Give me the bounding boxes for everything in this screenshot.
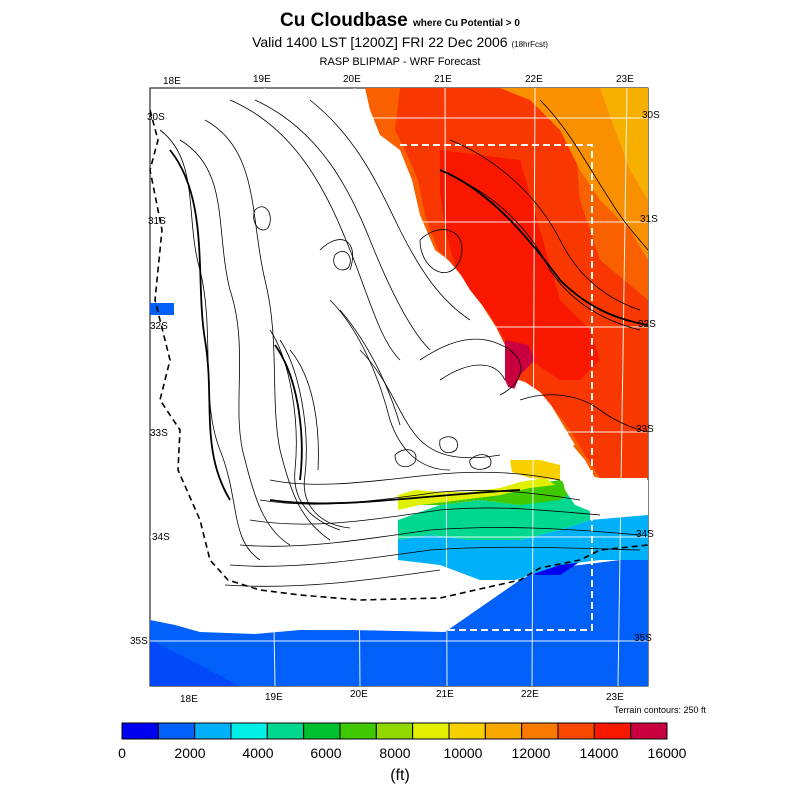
lat-label-right: 35S: [634, 633, 652, 644]
lat-label-right: 31S: [640, 214, 658, 225]
colorbar-ticks: 0 2000 4000 6000 8000 10000 12000 14000 …: [118, 745, 687, 761]
colorbar-swatch: [484, 722, 523, 740]
colorbar-units: (ft): [390, 767, 410, 784]
colorbar-swatch: [630, 722, 668, 740]
colorbar-tick-label: 2000: [174, 745, 205, 761]
map-source: RASP BLIPMAP - WRF Forecast: [319, 56, 481, 68]
lon-label-bottom: 21E: [436, 689, 454, 700]
lon-label-bottom: 20E: [350, 689, 368, 700]
lat-label-left: 34S: [152, 532, 170, 543]
map-title: Cu Cloudbase where Cu Potential > 0: [280, 10, 520, 31]
terrain-contour-note: Terrain contours: 250 ft: [613, 705, 706, 715]
colorbar-tick-label: 10000: [444, 745, 483, 761]
lon-label-top: 23E: [616, 74, 634, 85]
colorbar-swatch: [593, 722, 632, 740]
lon-label-bottom: 22E: [521, 689, 539, 700]
colorbar-swatch: [375, 722, 414, 740]
lat-labels-left: 30S 31S 32S 33S 34S 35S: [130, 112, 170, 647]
colorbar-tick-label: 12000: [512, 745, 551, 761]
map-title-suffix: where Cu Potential > 0: [413, 18, 520, 29]
colorbar-swatch: [521, 722, 559, 740]
lon-labels-bottom: 18E 19E 20E 21E 22E 23E: [180, 689, 624, 705]
lat-label-right: 34S: [636, 529, 654, 540]
colorbar-swatch: [557, 722, 595, 740]
colorbar-tick-label: 16000: [648, 745, 687, 761]
lon-label-bottom: 19E: [265, 692, 283, 703]
lat-label-left: 30S: [147, 112, 165, 123]
lon-labels-top: 18E 19E 20E 21E 22E 23E: [163, 74, 634, 87]
lon-label-top: 19E: [253, 74, 271, 85]
lat-labels-right: 30S 31S 32S 33S 34S 35S: [634, 110, 660, 644]
colorbar-swatch: [121, 722, 159, 740]
colorbar-tick-label: 6000: [310, 745, 341, 761]
lat-label-left: 32S: [150, 321, 168, 332]
colorbar-swatch: [339, 722, 377, 740]
colorbar-tick-label: 4000: [242, 745, 273, 761]
lon-label-bottom: 23E: [606, 692, 624, 703]
colorbar-swatch: [266, 722, 305, 740]
colorbar-swatch: [448, 722, 486, 740]
lat-label-right: 32S: [638, 319, 656, 330]
lon-label-top: 21E: [434, 74, 452, 85]
lat-label-left: 33S: [150, 428, 168, 439]
lat-label-right: 30S: [642, 110, 660, 121]
lat-label-right: 33S: [636, 424, 654, 435]
colorbar: [121, 722, 668, 740]
colorbar-swatch: [230, 722, 268, 740]
colorbar-swatch: [412, 722, 450, 740]
lat-label-left: 35S: [130, 636, 148, 647]
map-subtitle: Valid 1400 LST [1200Z] FRI 22 Dec 2006 (…: [252, 34, 548, 50]
lon-label-bottom: 18E: [180, 694, 198, 705]
colorbar-tick-label: 8000: [379, 745, 410, 761]
colorbar-swatch: [303, 722, 341, 740]
lon-label-top: 20E: [343, 74, 361, 85]
lon-label-top: 18E: [163, 76, 181, 87]
map-panel: [149, 87, 649, 687]
lat-label-left: 31S: [148, 216, 166, 227]
lon-label-top: 22E: [525, 74, 543, 85]
forecast-hour: (18hrFcst): [511, 40, 548, 49]
colorbar-swatch: [194, 722, 232, 740]
colorbar-tick-label: 14000: [580, 745, 619, 761]
colorbar-tick-label: 0: [118, 745, 126, 761]
colorbar-swatch: [157, 722, 196, 740]
